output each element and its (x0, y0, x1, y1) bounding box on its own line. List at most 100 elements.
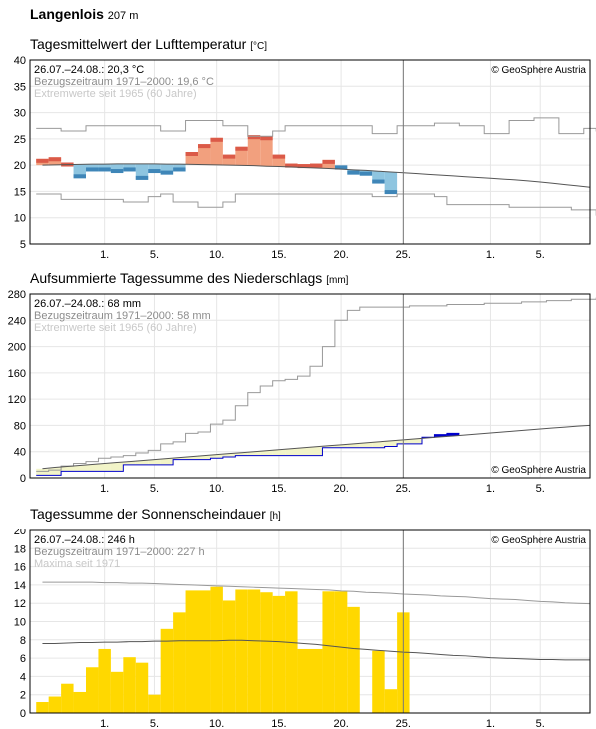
temperature-mean-mark (148, 169, 161, 174)
y-tick-label: 280 (8, 289, 26, 301)
sunshine-bar (185, 590, 198, 713)
precip-deviation-bar (434, 434, 447, 437)
temperature-mean-mark (173, 167, 186, 172)
sunshine-bar (123, 657, 136, 713)
y-tick-label: 10 (14, 213, 26, 225)
precip-deviation-bar (86, 464, 99, 472)
temperature-deviation-bar (384, 171, 398, 195)
sunshine-bar (148, 694, 161, 713)
sunshine-unit: [h] (269, 511, 281, 522)
y-tick-label: 200 (8, 342, 26, 354)
temperature-mean-mark (222, 154, 236, 159)
temperature-mean-mark (123, 167, 136, 172)
temperature-mean-mark (135, 175, 149, 180)
temperature-mean-mark (98, 167, 111, 172)
legend-entry: 26.07.–24.08.: 20,3 °C (34, 64, 144, 76)
x-tick-label: 5. (150, 718, 159, 729)
sunshine-bar (98, 648, 111, 713)
temperature-mean-mark (297, 164, 310, 169)
precip-deviation-bar (334, 444, 348, 448)
temperature-deviation-bar (247, 135, 261, 166)
sunshine-bar (61, 683, 74, 713)
precip-deviation-bar (222, 453, 236, 457)
y-tick-label: 120 (8, 394, 26, 406)
y-tick-label: 16 (14, 562, 26, 574)
reference-line (42, 424, 591, 470)
legend-entry: Extremwerte seit 1965 (60 Jahre) (34, 88, 197, 100)
reference-line (42, 639, 590, 661)
sunshine-bar (198, 590, 211, 713)
temperature-deviation-bar (222, 154, 236, 166)
y-tick-label: 5 (20, 239, 26, 251)
y-tick-label: 6 (20, 653, 26, 665)
precip-deviation-bar (372, 441, 385, 448)
precipitation-chart: 0 40 80 120 160 200 240 280 1. 5. 10. 15. 20. 25. 1. 5.… (8, 289, 596, 495)
y-tick-label: 25 (14, 134, 26, 146)
sunshine-bar (86, 667, 99, 713)
temperature-deviation-bar (110, 163, 124, 174)
precip-deviation-bar (260, 450, 273, 456)
sunshine-bar (135, 662, 149, 713)
temperature-deviation-bar (160, 164, 174, 175)
y-tick-label: 12 (14, 598, 26, 610)
y-tick-label: 40 (14, 447, 26, 459)
plot-frame (29, 293, 591, 479)
x-tick-label: 10. (209, 718, 224, 729)
temperature-mean-mark (260, 136, 273, 141)
precipitation-unit: [mm] (326, 275, 349, 286)
sunshine-bar (48, 696, 62, 713)
precip-deviation-bar (110, 462, 124, 472)
x-tick-label: 20. (333, 718, 348, 729)
temperature-mean-mark (110, 169, 124, 174)
temperature-mean-mark (48, 157, 62, 162)
sunshine-bar (272, 595, 286, 713)
precipitation-panel-title: Aufsummierte Tagessumme des Niederschlag… (30, 270, 348, 286)
temperature-mean-mark (272, 154, 286, 159)
precip-deviation-bar (359, 442, 373, 448)
precip-deviation-bar (210, 454, 223, 459)
sunshine-bar (372, 650, 385, 713)
legend-entry: 26.07.–24.08.: 246 h (34, 534, 135, 546)
sunshine-bar (322, 591, 335, 713)
precip-cumulative-line (36, 432, 460, 476)
sunshine-bar (347, 606, 360, 713)
temperature-chart: 5 10 15 20 25 30 35 40 1. 5. 10. 15. 20. 25. 1. 5. 26.07… (14, 55, 596, 261)
y-tick-label: 8 (20, 635, 26, 647)
y-tick-label: 20 (14, 529, 26, 537)
sunshine-bar (297, 648, 310, 713)
temperature-deviation-bar (135, 163, 149, 180)
x-tick-label: 15. (271, 718, 286, 729)
precip-deviation-bar (148, 459, 161, 465)
x-tick-label: 25. (396, 483, 411, 495)
temperature-mean-mark (86, 167, 99, 172)
y-tick-label: 35 (14, 81, 26, 93)
temperature-mean-mark (73, 174, 86, 179)
y-tick-label: 40 (14, 55, 26, 67)
precip-deviation-bar (36, 468, 49, 476)
precip-deviation-bar (48, 467, 62, 476)
maxima-line (42, 581, 591, 605)
precip-deviation-bar (409, 438, 422, 444)
sunshine-bar (247, 589, 261, 713)
temperature-deviation-bar (148, 163, 161, 174)
x-tick-label: 10. (209, 483, 224, 495)
y-tick-label: 20 (14, 160, 26, 172)
extreme-max-line (36, 117, 596, 137)
x-tick-label: 1. (486, 483, 495, 495)
temperature-deviation-bar (210, 137, 223, 165)
temperature-mean-mark (310, 163, 323, 168)
station-name: Langenlois (30, 6, 104, 22)
extreme-min-line (36, 193, 596, 216)
temperature-mean-mark (359, 171, 373, 176)
precip-deviation-bar (61, 466, 74, 472)
plot-frame (29, 529, 591, 714)
precip-deviation-bar (235, 452, 248, 456)
y-tick-label: 18 (14, 543, 26, 555)
precip-deviation-bar (446, 433, 460, 436)
plot-frame (29, 59, 591, 245)
x-tick-label: 20. (333, 483, 348, 495)
legend-entry: Bezugszeitraum 1971–2000: 58 mm (34, 310, 211, 322)
legend-entry: Bezugszeitraum 1971–2000: 227 h (34, 546, 205, 558)
temperature-unit: [°C] (250, 41, 268, 52)
copyright-label: © GeoSphere Austria (491, 535, 586, 546)
